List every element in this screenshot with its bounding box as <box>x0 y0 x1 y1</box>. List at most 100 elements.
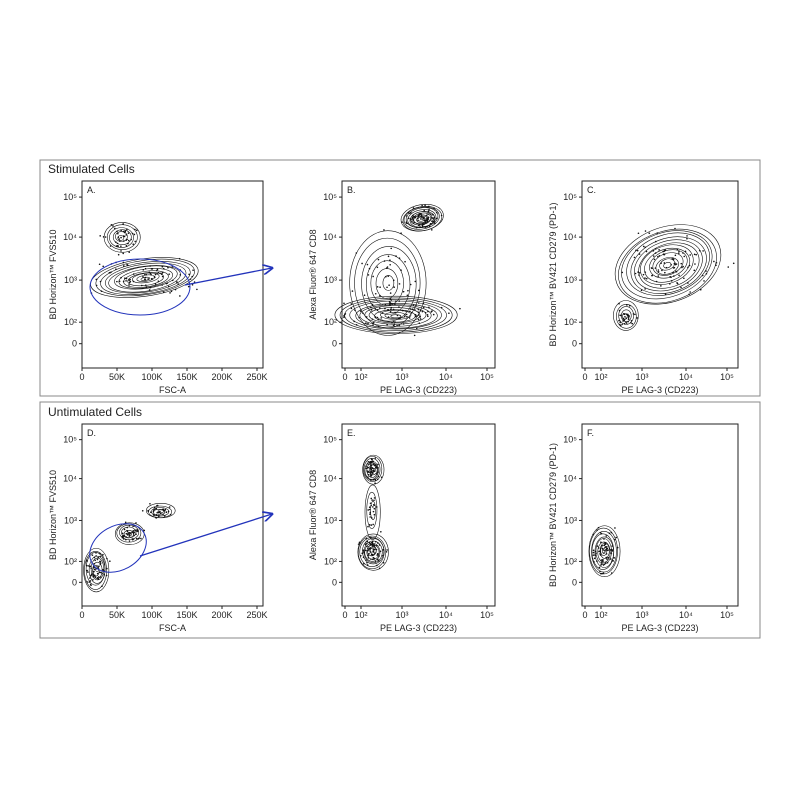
event-dot <box>399 317 401 320</box>
event-dot <box>603 552 605 554</box>
contour <box>403 206 440 230</box>
event-dot <box>389 298 392 300</box>
event-dot <box>606 549 609 552</box>
event-dot <box>592 554 595 556</box>
event-dot <box>412 207 415 209</box>
event-dot <box>369 474 372 477</box>
event-dot <box>605 553 608 555</box>
event-dot <box>398 306 400 308</box>
event-dot <box>377 463 379 466</box>
event-dot <box>359 310 362 312</box>
event-dot <box>377 258 380 261</box>
event-dot <box>651 274 654 277</box>
event-dot <box>387 255 390 258</box>
event-dot <box>131 232 134 235</box>
event-dot <box>683 277 685 280</box>
event-dot <box>357 543 360 545</box>
y-tick-label: 10⁵ <box>323 435 337 445</box>
contour <box>131 272 160 284</box>
event-dot <box>429 213 432 215</box>
event-dot <box>156 504 159 507</box>
event-dot <box>93 568 96 571</box>
y-axis-label: Alexa Fluor® 647 CD8 <box>308 470 318 560</box>
event-dot <box>417 318 420 321</box>
event-dot <box>123 528 126 531</box>
contour <box>364 460 379 480</box>
event-dot <box>664 249 666 251</box>
event-dot <box>372 558 374 561</box>
event-dot <box>363 294 366 297</box>
event-dot <box>381 312 384 314</box>
event-dot <box>134 240 136 243</box>
event-dot <box>167 285 170 288</box>
x-tick-label: 0 <box>79 372 84 382</box>
event-dot <box>158 515 160 518</box>
event-dot <box>419 309 422 312</box>
event-dot <box>377 471 379 473</box>
event-dot <box>87 571 89 573</box>
event-dot <box>435 211 438 214</box>
event-dot <box>640 289 643 292</box>
event-dot <box>98 571 101 574</box>
event-dot <box>654 267 657 269</box>
contour <box>630 236 707 294</box>
event-dot <box>350 307 353 310</box>
contour <box>357 533 389 571</box>
event-dot <box>132 243 135 246</box>
event-dot <box>145 273 148 276</box>
event-dot <box>105 574 108 577</box>
event-dot <box>371 318 374 320</box>
event-dot <box>122 280 125 283</box>
event-dot <box>598 566 601 569</box>
event-dot <box>432 213 434 216</box>
event-dot <box>626 304 628 306</box>
contour <box>614 224 722 305</box>
event-dot <box>378 555 380 557</box>
event-dot <box>369 550 372 553</box>
event-dot <box>122 261 125 264</box>
panel-frame <box>39 159 761 397</box>
event-dot <box>431 220 433 222</box>
event-dot <box>425 214 428 217</box>
event-dot <box>371 467 374 469</box>
contour <box>638 242 700 289</box>
event-dot <box>126 238 128 241</box>
event-dot <box>115 268 117 270</box>
event-dot <box>657 271 660 273</box>
event-dot <box>405 310 407 312</box>
event-dot <box>610 552 613 554</box>
event-dot <box>611 560 613 562</box>
event-dot <box>376 266 379 269</box>
event-dot <box>421 204 423 207</box>
y-tick-label: 10⁵ <box>323 192 337 202</box>
event-dot <box>600 532 603 535</box>
event-dot <box>422 302 425 305</box>
event-dot <box>376 554 379 556</box>
event-dot <box>403 315 406 318</box>
event-dot <box>705 272 708 275</box>
event-dot <box>604 543 607 546</box>
event-dot <box>694 263 696 265</box>
event-dot <box>682 265 684 268</box>
y-tick-label: 0 <box>572 577 577 587</box>
event-dot <box>375 473 378 475</box>
event-dot <box>377 325 380 328</box>
event-dot <box>412 304 415 306</box>
event-dot <box>370 536 372 539</box>
event-dot <box>157 280 160 282</box>
event-dot <box>627 318 630 320</box>
contour <box>613 300 639 331</box>
contour <box>390 314 402 319</box>
event-dot <box>134 529 136 532</box>
event-dot <box>150 274 152 276</box>
event-dot <box>429 222 432 225</box>
x-tick-label: 250K <box>246 610 267 620</box>
event-dot <box>128 284 130 286</box>
event-dot <box>128 540 131 542</box>
event-dot <box>371 303 374 306</box>
event-dot <box>669 275 671 278</box>
event-dot <box>680 286 682 289</box>
event-dot <box>157 271 160 274</box>
event-dot <box>93 570 95 573</box>
event-dot <box>370 543 373 546</box>
